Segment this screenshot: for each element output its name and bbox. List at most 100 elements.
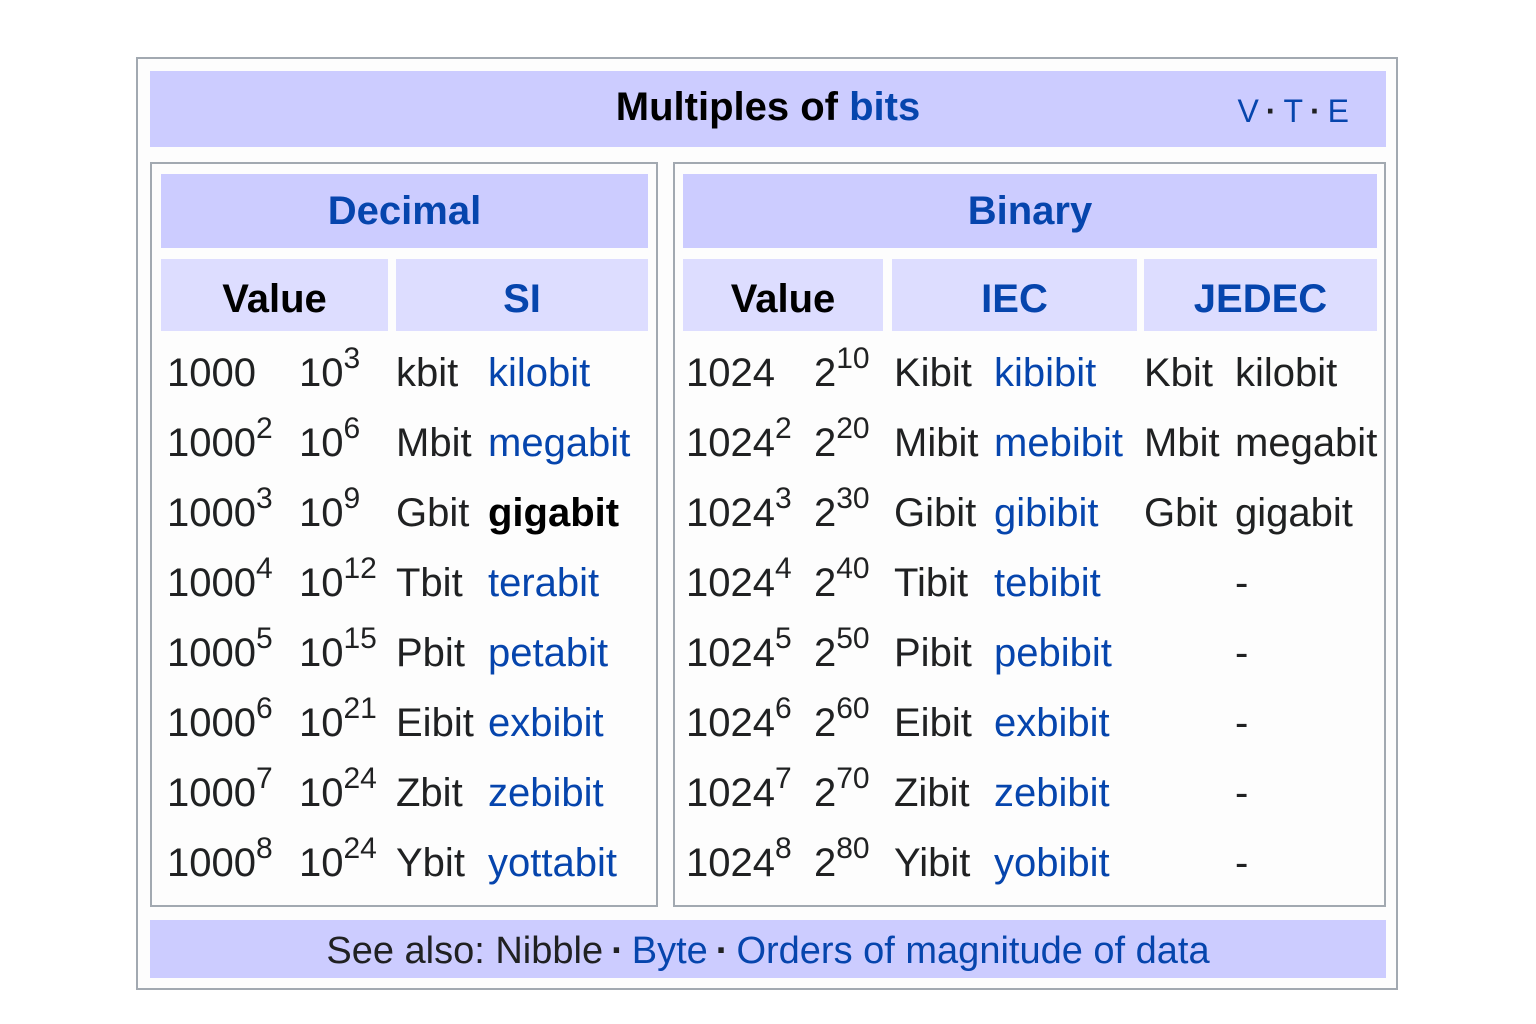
vte-separator: · bbox=[1265, 93, 1278, 129]
binary-value-exponent: 3 bbox=[774, 482, 792, 515]
binary-value-exponent: 7 bbox=[774, 762, 792, 795]
decimal-value-base: 1000 bbox=[167, 491, 256, 535]
si-name-link[interactable]: kilobit bbox=[488, 351, 591, 395]
binary-power: 210 bbox=[814, 338, 870, 408]
jedec-empty: - bbox=[1235, 701, 1249, 745]
navbox-title: Multiples of bits bbox=[150, 85, 1386, 130]
si-symbol: Mbit bbox=[396, 421, 472, 465]
iec-symbol: Eibit bbox=[894, 701, 972, 745]
binary-value-base: 1024 bbox=[686, 841, 775, 885]
binary-value: 10248 bbox=[686, 828, 792, 898]
si-header-link[interactable]: SI bbox=[396, 259, 648, 331]
iec-symbol: Yibit bbox=[894, 841, 971, 885]
binary-value: 10243 bbox=[686, 478, 792, 548]
si-name-link[interactable]: yottabit bbox=[488, 841, 617, 885]
iec-name-link[interactable]: tebibit bbox=[994, 561, 1101, 605]
decimal-power-base: 10 bbox=[299, 491, 344, 535]
si-symbol: Pbit bbox=[396, 631, 465, 675]
decimal-value: 10004 bbox=[167, 548, 273, 618]
si-name-link[interactable]: terabit bbox=[488, 561, 600, 605]
iec-symbol: Pibit bbox=[894, 631, 972, 675]
iec-symbol: Mibit bbox=[894, 421, 979, 465]
binary-row: 10245 250 Pibit pebibit - bbox=[0, 618, 1390, 688]
view-template-link[interactable]: V bbox=[1237, 93, 1260, 129]
iec-name-link[interactable]: gibibit bbox=[994, 491, 1099, 535]
binary-row: 10248 280 Yibit yobibit - bbox=[0, 828, 1390, 898]
decimal-row: 10005 1015 Pbit petabit bbox=[0, 618, 660, 688]
binary-power-exponent: 40 bbox=[836, 552, 870, 585]
iec-name-link[interactable]: exbibit bbox=[994, 701, 1110, 745]
see-also-link-nibble[interactable]: Nibble bbox=[495, 930, 604, 972]
iec-symbol: Tibit bbox=[894, 561, 969, 605]
decimal-power: 1012 bbox=[299, 548, 377, 618]
binary-value-base: 1024 bbox=[686, 351, 775, 395]
decimal-heading[interactable]: Decimal bbox=[161, 174, 648, 248]
si-name-link[interactable]: zebibit bbox=[488, 771, 604, 815]
si-name-link[interactable]: petabit bbox=[488, 631, 609, 675]
decimal-row: 1000 103 kbit kilobit bbox=[0, 338, 660, 408]
iec-name-link[interactable]: kibibit bbox=[994, 351, 1097, 395]
iec-name-link[interactable]: pebibit bbox=[994, 631, 1112, 675]
binary-value-base: 1024 bbox=[686, 491, 775, 535]
binary-value-exponent: 6 bbox=[774, 692, 792, 725]
binary-power-base: 2 bbox=[814, 561, 837, 605]
si-symbol: Ybit bbox=[396, 841, 465, 885]
binary-power-base: 2 bbox=[814, 491, 837, 535]
binary-power-exponent: 30 bbox=[836, 482, 870, 515]
decimal-power-base: 10 bbox=[299, 631, 344, 675]
decimal-value: 10002 bbox=[167, 408, 273, 478]
see-also-separator: · bbox=[611, 930, 624, 972]
iec-name-link[interactable]: mebibit bbox=[994, 421, 1123, 465]
decimal-value-exponent: 5 bbox=[255, 622, 273, 655]
edit-template-link[interactable]: E bbox=[1327, 93, 1350, 129]
see-also-link-byte[interactable]: Byte bbox=[631, 930, 708, 972]
iec-name-link[interactable]: yobibit bbox=[994, 841, 1110, 885]
decimal-row: 10007 1024 Zbit zebibit bbox=[0, 758, 660, 828]
decimal-power: 106 bbox=[299, 408, 360, 478]
iec-name-link[interactable]: zebibit bbox=[994, 771, 1110, 815]
binary-power-base: 2 bbox=[814, 701, 837, 745]
iec-symbol: Kibit bbox=[894, 351, 972, 395]
decimal-power-exponent: 15 bbox=[343, 622, 377, 655]
binary-power: 270 bbox=[814, 758, 870, 828]
decimal-power-exponent: 24 bbox=[343, 832, 377, 865]
decimal-value-base: 1000 bbox=[167, 841, 256, 885]
binary-power: 220 bbox=[814, 408, 870, 478]
binary-power-base: 2 bbox=[814, 841, 837, 885]
binary-value-exponent: 4 bbox=[774, 552, 792, 585]
binary-value: 10245 bbox=[686, 618, 792, 688]
decimal-value-base: 1000 bbox=[167, 561, 256, 605]
decimal-row: 10004 1012 Tbit terabit bbox=[0, 548, 660, 618]
decimal-power-base: 10 bbox=[299, 841, 344, 885]
binary-value: 10247 bbox=[686, 758, 792, 828]
binary-value-base: 1024 bbox=[686, 421, 775, 465]
title-link-bits[interactable]: bits bbox=[849, 85, 921, 129]
binary-power-base: 2 bbox=[814, 771, 837, 815]
binary-heading[interactable]: Binary bbox=[683, 174, 1377, 248]
see-also-label: See also: bbox=[326, 930, 496, 972]
decimal-value: 10003 bbox=[167, 478, 273, 548]
decimal-power-exponent: 12 bbox=[343, 552, 377, 585]
iec-header-link[interactable]: IEC bbox=[892, 259, 1137, 331]
si-name-link[interactable]: exbibit bbox=[488, 701, 604, 745]
si-symbol: Zbit bbox=[396, 771, 463, 815]
jedec-symbol: Kbit bbox=[1144, 351, 1213, 395]
binary-value-exponent: 8 bbox=[774, 832, 792, 865]
decimal-row: 10008 1024 Ybit yottabit bbox=[0, 828, 660, 898]
decimal-value-header: Value bbox=[161, 259, 388, 331]
talk-template-link[interactable]: T bbox=[1283, 93, 1304, 129]
jedec-empty: - bbox=[1235, 631, 1249, 675]
si-name: gigabit bbox=[488, 491, 620, 535]
decimal-value-exponent: 8 bbox=[255, 832, 273, 865]
si-symbol: Eibit bbox=[396, 701, 474, 745]
decimal-power: 1024 bbox=[299, 828, 377, 898]
binary-value: 1024 bbox=[686, 338, 775, 408]
jedec-header-link[interactable]: JEDEC bbox=[1144, 259, 1377, 331]
decimal-power: 103 bbox=[299, 338, 360, 408]
jedec-empty: - bbox=[1235, 561, 1249, 605]
see-also-link-orders-of-magnitude[interactable]: Orders of magnitude of data bbox=[736, 930, 1210, 972]
binary-power-exponent: 20 bbox=[836, 412, 870, 445]
decimal-value: 10007 bbox=[167, 758, 273, 828]
binary-value: 10246 bbox=[686, 688, 792, 758]
si-name-link[interactable]: megabit bbox=[488, 421, 631, 465]
